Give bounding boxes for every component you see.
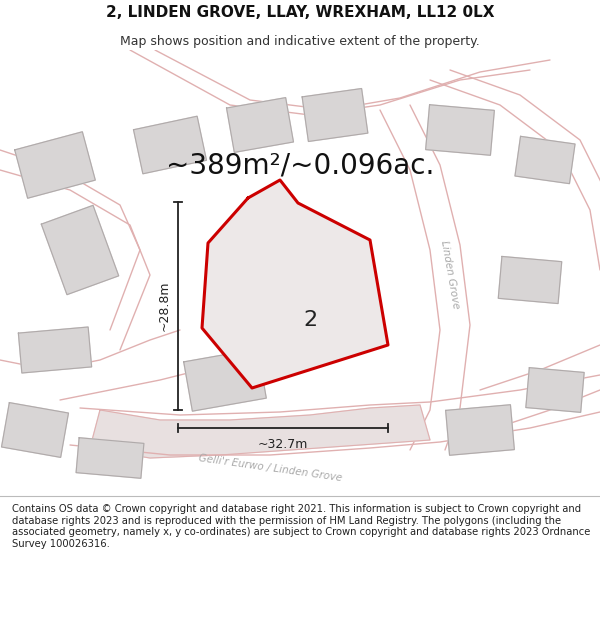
Polygon shape	[184, 349, 266, 411]
Text: ~389m²/~0.096ac.: ~389m²/~0.096ac.	[166, 151, 434, 179]
Polygon shape	[498, 256, 562, 304]
Polygon shape	[446, 405, 514, 455]
Polygon shape	[515, 136, 575, 184]
Text: Gelli'r Eurwo / Linden Grove: Gelli'r Eurwo / Linden Grove	[197, 453, 343, 483]
Polygon shape	[302, 89, 368, 141]
Polygon shape	[19, 327, 92, 373]
Polygon shape	[15, 132, 95, 198]
Polygon shape	[425, 105, 494, 155]
Polygon shape	[227, 98, 293, 152]
Polygon shape	[41, 206, 119, 294]
Text: 2, LINDEN GROVE, LLAY, WREXHAM, LL12 0LX: 2, LINDEN GROVE, LLAY, WREXHAM, LL12 0LX	[106, 5, 494, 20]
Text: 2: 2	[303, 310, 317, 330]
Text: Map shows position and indicative extent of the property.: Map shows position and indicative extent…	[120, 34, 480, 48]
Polygon shape	[90, 405, 430, 458]
Text: ~28.8m: ~28.8m	[157, 281, 170, 331]
Polygon shape	[134, 116, 206, 174]
Text: Linden Grove: Linden Grove	[439, 240, 461, 310]
Text: ~32.7m: ~32.7m	[258, 439, 308, 451]
Polygon shape	[526, 368, 584, 413]
Polygon shape	[202, 180, 388, 388]
Polygon shape	[76, 438, 144, 478]
Text: Contains OS data © Crown copyright and database right 2021. This information is : Contains OS data © Crown copyright and d…	[12, 504, 590, 549]
Polygon shape	[2, 402, 68, 458]
